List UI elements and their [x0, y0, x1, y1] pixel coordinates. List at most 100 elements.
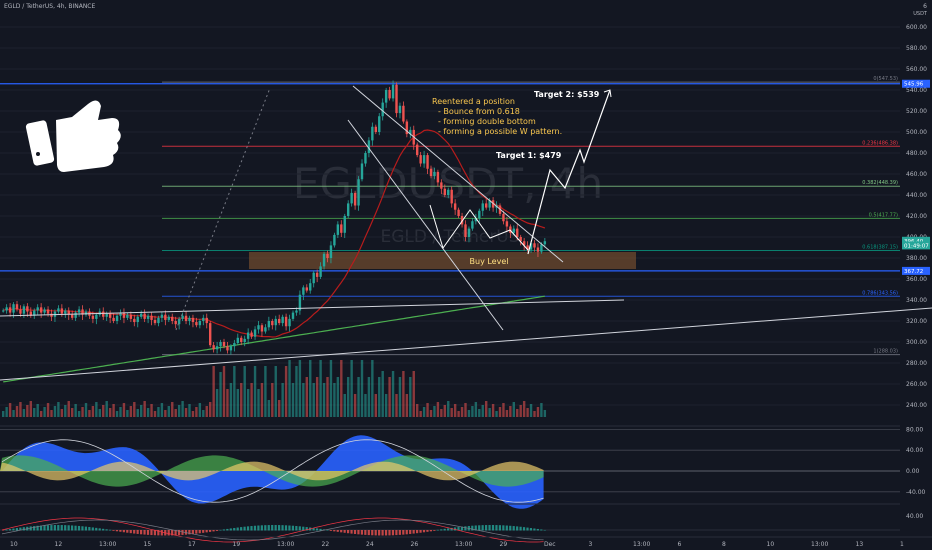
- volume-bar: [240, 383, 243, 417]
- macd-histogram-bar: [15, 528, 18, 531]
- macd-histogram-bar: [140, 530, 143, 535]
- candle-body: [260, 325, 264, 332]
- volume-bar: [257, 389, 260, 417]
- macd-histogram-bar: [64, 525, 67, 531]
- volume-bar: [98, 409, 101, 417]
- candle-body: [164, 314, 167, 320]
- macd-histogram-bar: [264, 525, 267, 531]
- time-tick-label: 12: [55, 541, 63, 548]
- horizontal-lines[interactable]: [0, 83, 900, 272]
- volume-bar: [509, 406, 512, 417]
- candle-body: [209, 323, 212, 346]
- volume-bar: [77, 411, 81, 417]
- candle-body: [50, 313, 53, 317]
- volume-bar: [305, 377, 308, 417]
- price-tick-label: 300.00: [906, 339, 927, 346]
- time-tick-label: 13: [856, 541, 864, 548]
- macd-histogram-bar: [191, 530, 194, 535]
- candle-body: [336, 224, 340, 235]
- price-tick-label: 500.00: [906, 129, 927, 136]
- macd-histogram-bar: [202, 530, 205, 533]
- macd-histogram-bar: [333, 530, 336, 532]
- macd-histogram-bar: [246, 526, 250, 531]
- candle-body: [315, 272, 319, 277]
- price-axis[interactable]: 600.00 580.00 560.00 540.00 520.00 500.00 480.…: [906, 24, 927, 520]
- macd-histogram-bar: [146, 530, 150, 535]
- time-tick-label: 13:00: [277, 541, 294, 548]
- time-tick-label: 13:00: [633, 541, 650, 548]
- macd-histogram-bar: [295, 526, 298, 531]
- macd-histogram-bar: [471, 525, 474, 531]
- macd-histogram-bar: [174, 530, 177, 536]
- volume-bar: [29, 401, 32, 417]
- candle-body: [36, 307, 39, 311]
- macd-histogram-bar: [329, 530, 332, 531]
- price-tick-label: 580.00: [906, 45, 927, 52]
- volume-bar: [184, 408, 188, 417]
- candle-body: [384, 90, 388, 103]
- volume-bar: [329, 360, 333, 417]
- volume-bar: [405, 394, 409, 417]
- macd-histogram-bar: [253, 525, 257, 531]
- volume-bar: [340, 360, 343, 417]
- candle-body: [347, 203, 350, 216]
- candle-body: [129, 314, 133, 319]
- macd-histogram-bar: [243, 526, 246, 531]
- volume-bar: [105, 401, 108, 417]
- volume-bar: [19, 402, 22, 417]
- volume-bar: [450, 408, 453, 417]
- macd-histogram-bar: [412, 530, 415, 534]
- macd-histogram-bar: [536, 528, 539, 531]
- macd-histogram-bar: [343, 530, 346, 533]
- candle-body: [453, 203, 457, 210]
- candle-body: [447, 189, 450, 195]
- macd-histogram-bar: [512, 526, 515, 531]
- volume-bar: [422, 407, 426, 417]
- volume-bar: [378, 377, 381, 417]
- price-tag-label: 545.96: [904, 82, 924, 88]
- candle-body: [229, 346, 233, 351]
- macd-histogram-bar: [260, 525, 263, 531]
- candle-body: [312, 272, 315, 284]
- price-tick-label: 320.00: [906, 318, 927, 325]
- osc-yellow-wave: [0, 461, 544, 481]
- price-tick-label: 560.00: [906, 66, 927, 73]
- macd-histogram-bar: [5, 529, 8, 531]
- candle-body: [12, 304, 15, 313]
- macd-histogram-bar: [95, 527, 98, 531]
- macd-histogram-bar: [215, 530, 219, 531]
- candle-body: [212, 345, 215, 350]
- macd-histogram-bar: [353, 530, 357, 534]
- volume-bar: [119, 407, 122, 417]
- volume-bar: [8, 403, 12, 417]
- candle-body: [77, 309, 81, 313]
- volume-bar: [157, 407, 160, 417]
- support-trendline-upper: [0, 299, 625, 317]
- macd-histogram-bar: [157, 530, 160, 536]
- candle-body: [319, 266, 322, 277]
- candle-body: [378, 116, 381, 132]
- candle-body: [246, 332, 250, 339]
- price-tick-label: 540.00: [906, 87, 927, 94]
- candle-body: [67, 310, 70, 315]
- volume-bar: [302, 383, 305, 417]
- macd-histogram-bar: [250, 526, 253, 531]
- time-tick-label: 24: [366, 541, 374, 548]
- trend-lines[interactable]: [0, 85, 932, 381]
- macd-histogram-bar: [402, 530, 405, 535]
- candle-body: [160, 314, 164, 318]
- volume-bar: [140, 405, 143, 417]
- candle-body: [381, 102, 384, 117]
- candle-body: [467, 228, 471, 237]
- price-tick-label: 360.00: [906, 276, 927, 283]
- buy-zone[interactable]: [249, 252, 636, 269]
- candle-body: [108, 313, 112, 318]
- time-axis[interactable]: 10 12 13:00 15 17 19 13:00 22 24 26 13:00 29 Dec 3 13:…: [0, 536, 932, 548]
- macd-histogram-bar: [12, 528, 15, 531]
- volume-bar: [136, 409, 139, 417]
- macd-histogram-bar: [60, 525, 63, 531]
- candle-body: [350, 192, 353, 204]
- volume-bar: [264, 366, 267, 417]
- macd-histogram-bar: [167, 530, 170, 536]
